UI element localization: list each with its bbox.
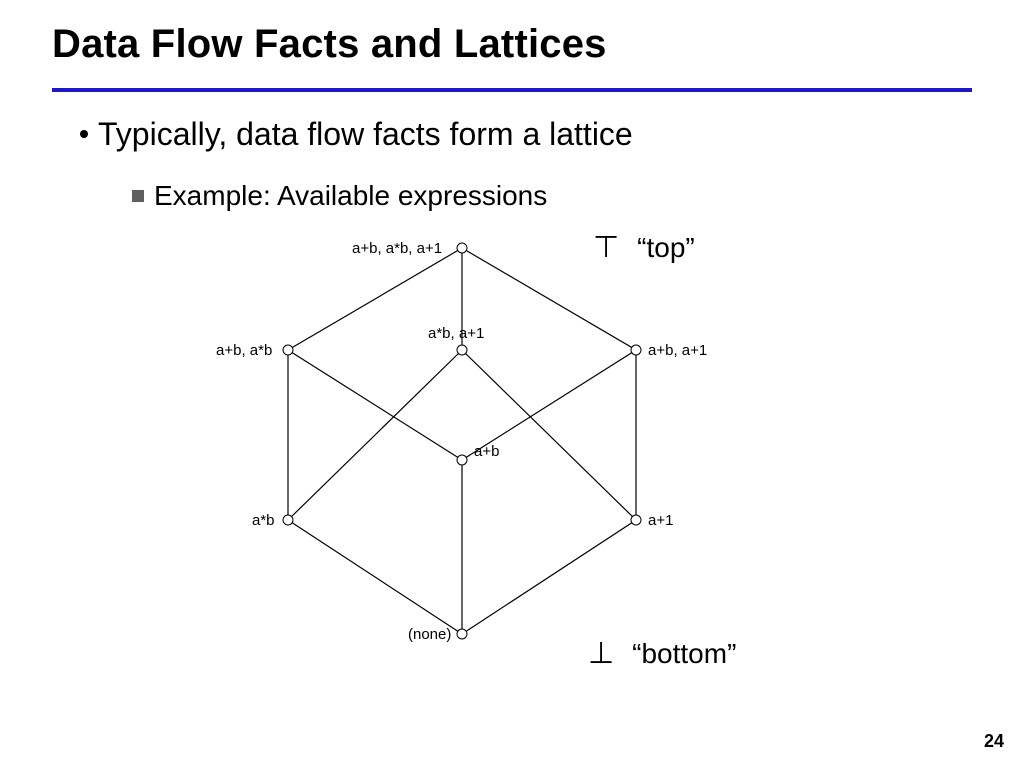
top-annotation: ⊤ “top”	[593, 230, 695, 265]
lattice-node	[457, 629, 467, 639]
lattice-node	[457, 345, 467, 355]
lattice-node-label: a+b, a+1	[648, 342, 707, 359]
lattice-node	[457, 455, 467, 465]
bottom-symbol-icon: ⊥	[588, 636, 614, 671]
lattice-node-label: a*b	[252, 512, 275, 529]
bullet-dot-icon	[80, 130, 88, 138]
lattice-node	[631, 345, 641, 355]
slide: Data Flow Facts and Lattices Typically, …	[0, 0, 1024, 768]
lattice-edge	[462, 520, 636, 634]
lattice-node-label: a+1	[648, 512, 673, 529]
lattice-edge	[462, 350, 636, 520]
bottom-label: “bottom”	[632, 638, 736, 670]
subbullet-item: Example: Available expressions	[132, 180, 547, 212]
lattice-node	[283, 515, 293, 525]
lattice-edge	[288, 350, 462, 460]
title-underline	[52, 88, 972, 92]
slide-title: Data Flow Facts and Lattices	[52, 22, 607, 67]
lattice-node-label: a+b	[474, 443, 499, 460]
lattice-node-label: a+b, a*b, a+1	[352, 240, 442, 257]
lattice-edge	[288, 520, 462, 634]
subbullet-text: Example: Available expressions	[154, 180, 547, 212]
lattice-edge	[288, 350, 462, 520]
lattice-node-label: a+b, a*b	[216, 342, 272, 359]
top-label: “top”	[637, 232, 695, 264]
lattice-node	[631, 515, 641, 525]
bottom-annotation: ⊥ “bottom”	[588, 636, 736, 671]
lattice-svg: a+b, a*b, a+1 a+b, a*b a*b, a+1 a+b, a+1 a*b…	[180, 220, 740, 660]
lattice-node	[457, 243, 467, 253]
page-number: 24	[984, 731, 1004, 752]
bullet-item: Typically, data flow facts form a lattic…	[80, 116, 633, 153]
square-bullet-icon	[132, 190, 144, 202]
top-symbol-icon: ⊤	[593, 230, 619, 265]
lattice-node-label: a*b, a+1	[428, 325, 484, 342]
lattice-node-label: (none)	[408, 626, 451, 643]
lattice-diagram: a+b, a*b, a+1 a+b, a*b a*b, a+1 a+b, a+1 a*b…	[180, 220, 740, 660]
lattice-node	[283, 345, 293, 355]
bullet-text: Typically, data flow facts form a lattic…	[98, 116, 633, 153]
